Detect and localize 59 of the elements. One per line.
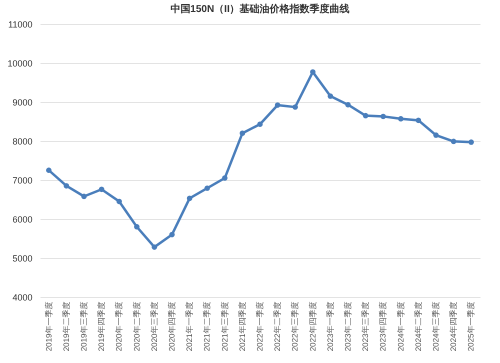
point bbox=[186, 196, 192, 202]
x-tick-label: 2022年一季度 bbox=[256, 302, 264, 352]
x-tick-label: 2024年三季度 bbox=[432, 302, 440, 352]
y-tick-label: 6000 bbox=[12, 214, 32, 224]
point bbox=[64, 183, 70, 189]
x-tick-label: 2023年四季度 bbox=[378, 302, 388, 352]
x-tick-label: 2020年二季度 bbox=[132, 302, 142, 352]
x-tick-label: 2022年三季度 bbox=[290, 302, 300, 352]
x-tick-label: 2023年二季度 bbox=[344, 302, 352, 352]
x-tick-label: 2021年一季度 bbox=[185, 302, 194, 352]
point bbox=[362, 112, 368, 118]
y-tick-label: 8000 bbox=[12, 136, 32, 146]
x-tick-label: 2019年二季度 bbox=[62, 302, 71, 352]
point bbox=[222, 175, 228, 181]
point bbox=[292, 104, 298, 110]
point bbox=[310, 69, 316, 75]
point bbox=[433, 132, 439, 138]
x-tick-label: 2019年一季度 bbox=[44, 302, 54, 352]
y-tick-label: 7000 bbox=[12, 176, 32, 186]
point bbox=[240, 130, 246, 136]
x-tick-label: 2019年四季度 bbox=[97, 302, 106, 352]
x-tick-label: 2022年四季度 bbox=[308, 302, 318, 352]
x-tick-label: 2024年四季度 bbox=[449, 302, 458, 352]
point bbox=[98, 186, 104, 192]
x-tick-label: 2021年二季度 bbox=[202, 302, 212, 352]
y-tick-label: 9000 bbox=[12, 98, 32, 108]
x-tick-label: 2020年四季度 bbox=[168, 302, 176, 352]
point bbox=[345, 102, 351, 108]
y-tick-label: 11000 bbox=[8, 20, 32, 30]
point bbox=[46, 168, 52, 173]
point bbox=[328, 93, 334, 99]
y-tick-label: 4000 bbox=[12, 292, 32, 302]
x-tick-label: 2023年三季度 bbox=[361, 302, 370, 352]
point bbox=[450, 138, 456, 144]
point bbox=[380, 114, 386, 120]
x-tick-label: 2025年一季度 bbox=[466, 302, 476, 352]
y-tick-label: 10000 bbox=[7, 58, 32, 68]
x-tick-label: 2021年四季度 bbox=[238, 302, 247, 352]
x-tick-label: 2019年三季度 bbox=[80, 302, 88, 352]
x-tick-label: 2022年二季度 bbox=[273, 302, 282, 352]
point bbox=[274, 102, 280, 108]
y-tick-label: 5000 bbox=[12, 254, 32, 264]
point bbox=[134, 224, 140, 230]
point bbox=[169, 232, 175, 238]
point bbox=[416, 118, 422, 124]
point bbox=[257, 121, 263, 127]
point bbox=[81, 194, 87, 200]
point bbox=[204, 185, 210, 191]
x-tick-label: 2020年三季度 bbox=[150, 302, 159, 352]
chart-title: 中国150N（II）基础油价格指数季度曲线 bbox=[170, 3, 350, 15]
x-tick-label: 2023年一季度 bbox=[326, 302, 335, 352]
x-tick-label: 2021年三季度 bbox=[220, 302, 230, 352]
x-tick-label: 2024年一季度 bbox=[396, 302, 406, 352]
point bbox=[116, 198, 122, 204]
point bbox=[398, 116, 404, 122]
x-tick-label: 2020年一季度 bbox=[114, 302, 124, 352]
point bbox=[152, 244, 158, 250]
x-tick-label: 2024年二季度 bbox=[414, 302, 423, 352]
point bbox=[468, 139, 474, 145]
